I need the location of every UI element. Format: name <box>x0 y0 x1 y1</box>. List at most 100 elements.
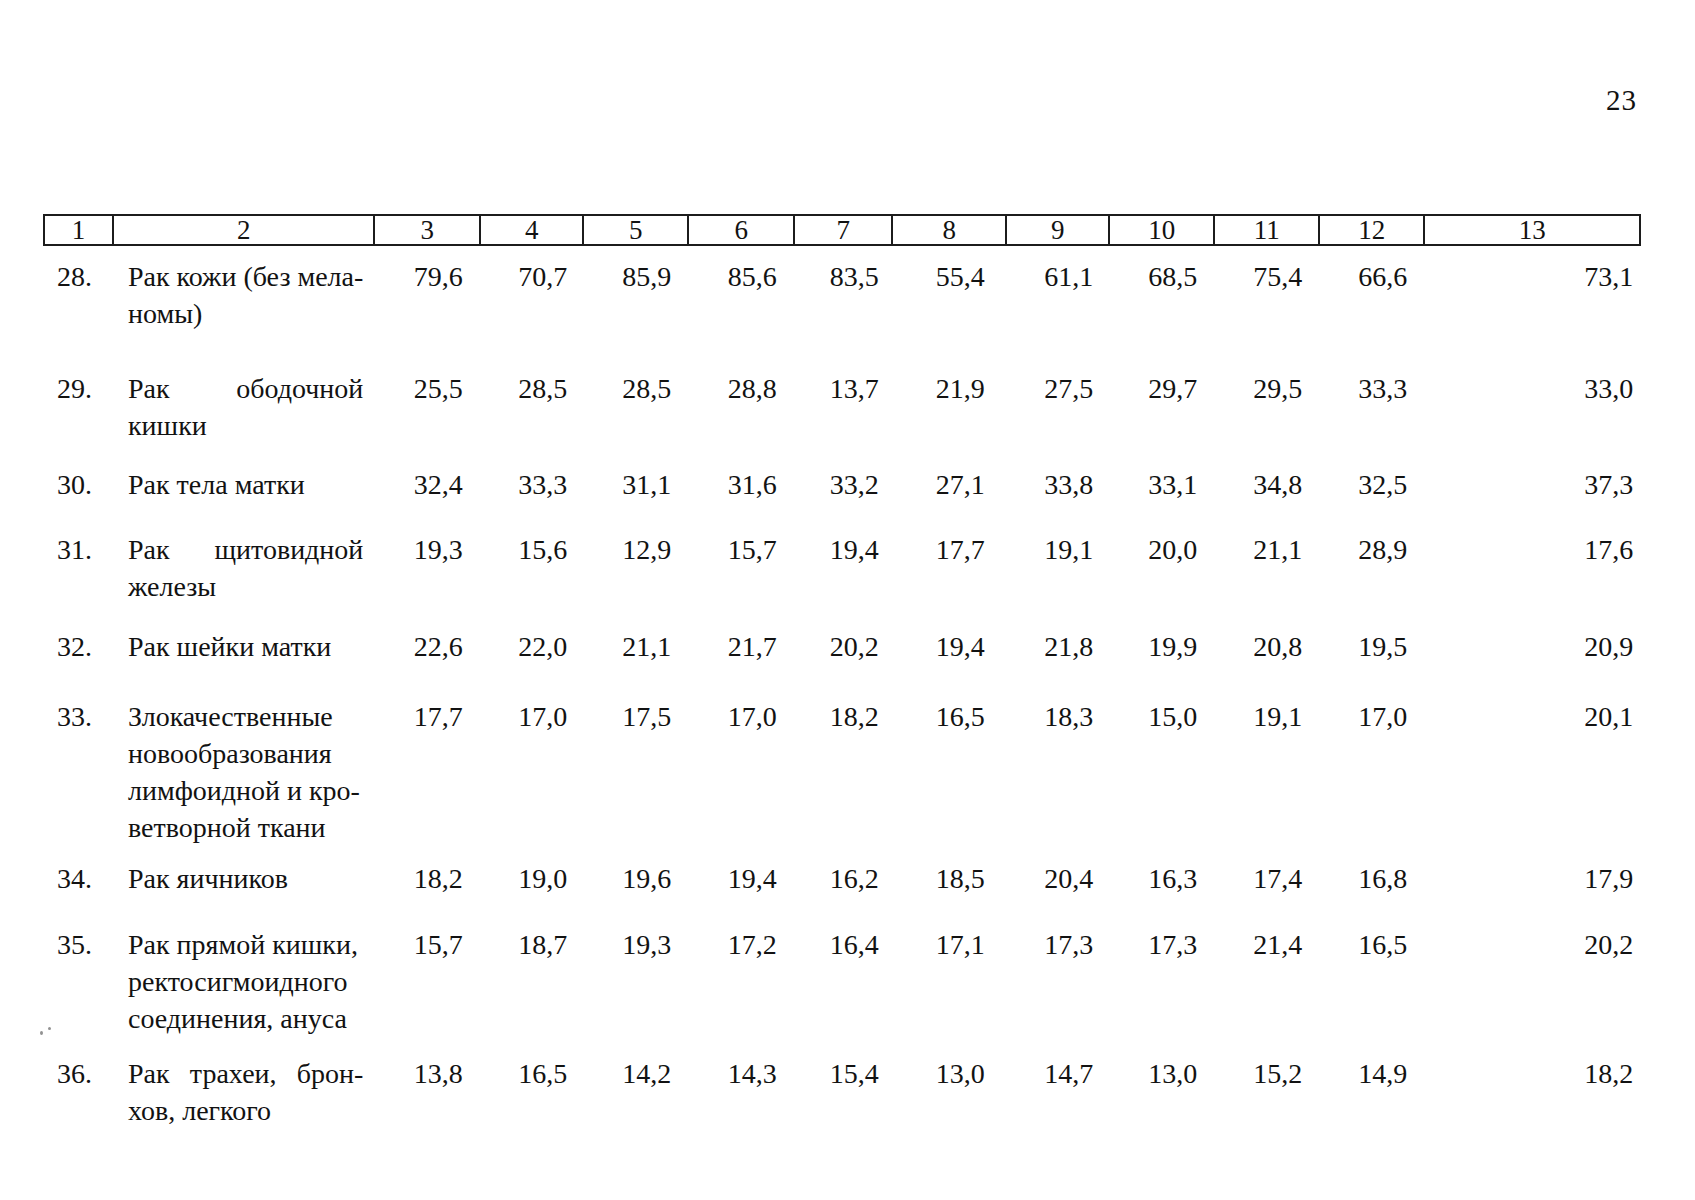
table-row: 33.Злокачественныеновообразованиялимфоид… <box>44 698 1640 860</box>
row-name-line: ветворной ткани <box>128 809 363 846</box>
value-cell: 20,9 <box>1424 628 1640 698</box>
value-cell: 17,9 <box>1424 860 1640 926</box>
value-cell: 13,0 <box>1109 1055 1214 1149</box>
scan-artifact <box>40 1026 52 1036</box>
row-name-line: Рак шейки матки <box>128 628 363 665</box>
value-cell: 21,7 <box>688 628 794 698</box>
value-cell: 33,8 <box>1006 466 1109 531</box>
value-cell: 17,3 <box>1006 926 1109 1055</box>
value-cell: 27,1 <box>892 466 1006 531</box>
value-cell: 29,5 <box>1214 370 1319 466</box>
header-cell-3: 3 <box>374 215 480 245</box>
value-cell: 15,7 <box>688 531 794 628</box>
row-name-cell: Рак шейки матки <box>113 628 374 698</box>
value-cell: 17,0 <box>480 698 583 860</box>
value-cell: 33,0 <box>1424 370 1640 466</box>
value-cell: 73,1 <box>1424 245 1640 370</box>
value-cell: 75,4 <box>1214 245 1319 370</box>
page-number: 23 <box>1606 84 1637 117</box>
value-cell: 17,4 <box>1214 860 1319 926</box>
value-cell: 33,3 <box>1319 370 1424 466</box>
value-cell: 12,9 <box>583 531 688 628</box>
row-number-cell: 33. <box>44 698 113 860</box>
value-cell: 19,4 <box>688 860 794 926</box>
value-cell: 13,0 <box>892 1055 1006 1149</box>
value-cell: 18,7 <box>480 926 583 1055</box>
row-name-cell: Рак яичников <box>113 860 374 926</box>
value-cell: 16,8 <box>1319 860 1424 926</box>
value-cell: 17,2 <box>688 926 794 1055</box>
value-cell: 31,6 <box>688 466 794 531</box>
value-cell: 15,7 <box>374 926 480 1055</box>
table-row: 31.Рак щитовиднойжелезы19,315,612,915,71… <box>44 531 1640 628</box>
value-cell: 61,1 <box>1006 245 1109 370</box>
value-cell: 14,9 <box>1319 1055 1424 1149</box>
value-cell: 85,9 <box>583 245 688 370</box>
row-name-cell: Злокачественныеновообразованиялимфоидной… <box>113 698 374 860</box>
header-cell-9: 9 <box>1006 215 1109 245</box>
value-cell: 22,6 <box>374 628 480 698</box>
value-cell: 14,2 <box>583 1055 688 1149</box>
value-cell: 29,7 <box>1109 370 1214 466</box>
value-cell: 37,3 <box>1424 466 1640 531</box>
table-header-row: 12345678910111213 <box>44 215 1640 245</box>
value-cell: 15,6 <box>480 531 583 628</box>
header-cell-8: 8 <box>892 215 1006 245</box>
value-cell: 15,4 <box>794 1055 892 1149</box>
value-cell: 68,5 <box>1109 245 1214 370</box>
row-name-line: железы <box>128 568 363 605</box>
row-number-cell: 31. <box>44 531 113 628</box>
value-cell: 79,6 <box>374 245 480 370</box>
value-cell: 33,3 <box>480 466 583 531</box>
value-cell: 19,5 <box>1319 628 1424 698</box>
value-cell: 13,8 <box>374 1055 480 1149</box>
value-cell: 19,1 <box>1006 531 1109 628</box>
row-name-line: Рак ободочной <box>128 370 363 407</box>
table-body: 28.Рак кожи (без мела-номы)79,670,785,98… <box>44 245 1640 1149</box>
value-cell: 19,4 <box>892 628 1006 698</box>
value-cell: 16,4 <box>794 926 892 1055</box>
row-name-line: Рак яичников <box>128 860 363 897</box>
row-name-line: Рак прямой кишки, <box>128 926 363 963</box>
value-cell: 34,8 <box>1214 466 1319 531</box>
value-cell: 21,1 <box>583 628 688 698</box>
row-name-line: кишки <box>128 407 363 444</box>
value-cell: 18,2 <box>794 698 892 860</box>
row-name-cell: Рак щитовиднойжелезы <box>113 531 374 628</box>
value-cell: 16,2 <box>794 860 892 926</box>
table-row: 32.Рак шейки матки22,622,021,121,720,219… <box>44 628 1640 698</box>
value-cell: 16,5 <box>892 698 1006 860</box>
value-cell: 14,3 <box>688 1055 794 1149</box>
value-cell: 20,0 <box>1109 531 1214 628</box>
value-cell: 17,6 <box>1424 531 1640 628</box>
header-cell-2: 2 <box>113 215 374 245</box>
value-cell: 33,1 <box>1109 466 1214 531</box>
value-cell: 21,8 <box>1006 628 1109 698</box>
value-cell: 25,5 <box>374 370 480 466</box>
value-cell: 17,1 <box>892 926 1006 1055</box>
value-cell: 28,9 <box>1319 531 1424 628</box>
value-cell: 28,8 <box>688 370 794 466</box>
value-cell: 32,4 <box>374 466 480 531</box>
value-cell: 66,6 <box>1319 245 1424 370</box>
row-number-cell: 35. <box>44 926 113 1055</box>
value-cell: 20,1 <box>1424 698 1640 860</box>
value-cell: 17,0 <box>1319 698 1424 860</box>
row-number-cell: 32. <box>44 628 113 698</box>
value-cell: 22,0 <box>480 628 583 698</box>
row-name-line: соединения, ануса <box>128 1000 363 1037</box>
value-cell: 20,8 <box>1214 628 1319 698</box>
row-name-line: ректосигмоидного <box>128 963 363 1000</box>
row-name-line: Злокачественные <box>128 698 363 735</box>
value-cell: 19,9 <box>1109 628 1214 698</box>
row-name-line: лимфоидной и кро- <box>128 772 363 809</box>
value-cell: 17,7 <box>892 531 1006 628</box>
header-cell-11: 11 <box>1214 215 1319 245</box>
value-cell: 19,4 <box>794 531 892 628</box>
header-cell-6: 6 <box>688 215 794 245</box>
row-name-line: Рак трахеи, брон- <box>128 1055 363 1092</box>
value-cell: 18,5 <box>892 860 1006 926</box>
value-cell: 19,3 <box>583 926 688 1055</box>
table-row: 30.Рак тела матки32,433,331,131,633,227,… <box>44 466 1640 531</box>
value-cell: 19,1 <box>1214 698 1319 860</box>
